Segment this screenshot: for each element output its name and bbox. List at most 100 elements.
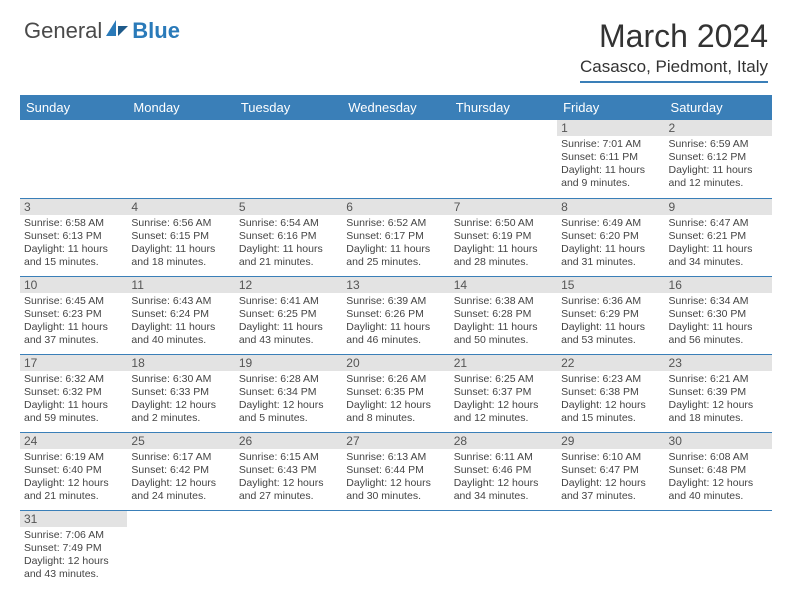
sunrise-text: Sunrise: 6:54 AM [239, 217, 338, 230]
calendar-day-cell: 29 Sunrise: 6:10 AMSunset: 6:47 PMDayligh… [557, 432, 664, 510]
sunrise-text: Sunrise: 6:38 AM [454, 295, 553, 308]
calendar-week: 3Sunrise: 6:58 AMSunset: 6:13 PMDaylight… [20, 198, 772, 276]
day-info: Sunrise: 6:19 AMSunset: 6:40 PMDaylight:… [24, 451, 123, 504]
daylight-text: Daylight: 11 hours and 37 minutes. [24, 321, 123, 347]
sunset-text: Sunset: 7:49 PM [24, 542, 123, 555]
day-info: Sunrise: 6:39 AMSunset: 6:26 PMDaylight:… [346, 295, 445, 348]
daylight-text: Daylight: 12 hours and 21 minutes. [24, 477, 123, 503]
calendar-day-cell: 9 Sunrise: 6:47 AMSunset: 6:21 PMDaylight… [665, 198, 772, 276]
title-block: March 2024 Casasco, Piedmont, Italy [580, 18, 768, 83]
day-info: Sunrise: 6:47 AMSunset: 6:21 PMDaylight:… [669, 217, 768, 270]
calendar-day-cell [450, 120, 557, 198]
day-number: 31 [20, 511, 127, 527]
calendar-day-cell: 22Sunrise: 6:23 AMSunset: 6:38 PMDayligh… [557, 354, 664, 432]
sunset-text: Sunset: 6:38 PM [561, 386, 660, 399]
sunrise-text: Sunrise: 6:17 AM [131, 451, 230, 464]
day-info: Sunrise: 6:08 AMSunset: 6:48 PMDaylight:… [669, 451, 768, 504]
sunrise-text: Sunrise: 6:32 AM [24, 373, 123, 386]
day-header: Saturday [665, 95, 772, 120]
calendar-day-cell [450, 510, 557, 588]
calendar-day-cell: 7Sunrise: 6:50 AMSunset: 6:19 PMDaylight… [450, 198, 557, 276]
day-number: 5 [235, 199, 342, 215]
sunset-text: Sunset: 6:30 PM [669, 308, 768, 321]
sunset-text: Sunset: 6:43 PM [239, 464, 338, 477]
daylight-text: Daylight: 11 hours and 21 minutes. [239, 243, 338, 269]
sunset-text: Sunset: 6:13 PM [24, 230, 123, 243]
sunset-text: Sunset: 6:16 PM [239, 230, 338, 243]
calendar-day-cell: 2Sunrise: 6:59 AMSunset: 6:12 PMDaylight… [665, 120, 772, 198]
day-number: 21 [450, 355, 557, 371]
daylight-text: Daylight: 12 hours and 27 minutes. [239, 477, 338, 503]
sunset-text: Sunset: 6:15 PM [131, 230, 230, 243]
sunset-text: Sunset: 6:37 PM [454, 386, 553, 399]
sunrise-text: Sunrise: 6:58 AM [24, 217, 123, 230]
day-number: 9 [665, 199, 772, 215]
sail-icon [104, 18, 130, 44]
calendar-day-cell: 20Sunrise: 6:26 AMSunset: 6:35 PMDayligh… [342, 354, 449, 432]
calendar-week: 1Sunrise: 7:01 AMSunset: 6:11 PMDaylight… [20, 120, 772, 198]
day-info: Sunrise: 6:26 AMSunset: 6:35 PMDaylight:… [346, 373, 445, 426]
sunset-text: Sunset: 6:39 PM [669, 386, 768, 399]
day-number: 30 [665, 433, 772, 449]
day-number: 29 [557, 433, 664, 449]
day-info: Sunrise: 6:32 AMSunset: 6:32 PMDaylight:… [24, 373, 123, 426]
sunset-text: Sunset: 6:47 PM [561, 464, 660, 477]
sunset-text: Sunset: 6:21 PM [669, 230, 768, 243]
sunset-text: Sunset: 6:11 PM [561, 151, 660, 164]
sunset-text: Sunset: 6:24 PM [131, 308, 230, 321]
day-info: Sunrise: 6:17 AMSunset: 6:42 PMDaylight:… [131, 451, 230, 504]
day-header: Friday [557, 95, 664, 120]
day-number: 14 [450, 277, 557, 293]
sunrise-text: Sunrise: 6:47 AM [669, 217, 768, 230]
sunrise-text: Sunrise: 7:01 AM [561, 138, 660, 151]
calendar-header-row: SundayMondayTuesdayWednesdayThursdayFrid… [20, 95, 772, 120]
sunrise-text: Sunrise: 6:34 AM [669, 295, 768, 308]
daylight-text: Daylight: 12 hours and 43 minutes. [24, 555, 123, 581]
sunrise-text: Sunrise: 6:28 AM [239, 373, 338, 386]
calendar-day-cell [20, 120, 127, 198]
calendar-day-cell: 26Sunrise: 6:15 AMSunset: 6:43 PMDayligh… [235, 432, 342, 510]
daylight-text: Daylight: 12 hours and 40 minutes. [669, 477, 768, 503]
day-info: Sunrise: 6:36 AMSunset: 6:29 PMDaylight:… [561, 295, 660, 348]
day-info: Sunrise: 6:10 AMSunset: 6:47 PMDaylight:… [561, 451, 660, 504]
day-info: Sunrise: 6:15 AMSunset: 6:43 PMDaylight:… [239, 451, 338, 504]
day-number: 24 [20, 433, 127, 449]
daylight-text: Daylight: 12 hours and 30 minutes. [346, 477, 445, 503]
day-info: Sunrise: 6:45 AMSunset: 6:23 PMDaylight:… [24, 295, 123, 348]
day-number: 28 [450, 433, 557, 449]
day-number: 6 [342, 199, 449, 215]
calendar-day-cell [665, 510, 772, 588]
sunset-text: Sunset: 6:46 PM [454, 464, 553, 477]
calendar-day-cell [235, 120, 342, 198]
sunrise-text: Sunrise: 6:45 AM [24, 295, 123, 308]
sunrise-text: Sunrise: 6:49 AM [561, 217, 660, 230]
sunrise-text: Sunrise: 6:25 AM [454, 373, 553, 386]
sunrise-text: Sunrise: 6:36 AM [561, 295, 660, 308]
day-number: 8 [557, 199, 664, 215]
day-info: Sunrise: 6:25 AMSunset: 6:37 PMDaylight:… [454, 373, 553, 426]
day-info: Sunrise: 6:56 AMSunset: 6:15 PMDaylight:… [131, 217, 230, 270]
sunrise-text: Sunrise: 6:39 AM [346, 295, 445, 308]
daylight-text: Daylight: 11 hours and 46 minutes. [346, 321, 445, 347]
day-number: 10 [20, 277, 127, 293]
calendar-day-cell: 21 Sunrise: 6:25 AMSunset: 6:37 PMDayligh… [450, 354, 557, 432]
calendar-week: 24 Sunrise: 6:19 AMSunset: 6:40 PMDayligh… [20, 432, 772, 510]
sunrise-text: Sunrise: 6:41 AM [239, 295, 338, 308]
sunset-text: Sunset: 6:42 PM [131, 464, 230, 477]
calendar-day-cell: 23Sunrise: 6:21 AMSunset: 6:39 PMDayligh… [665, 354, 772, 432]
day-info: Sunrise: 6:52 AMSunset: 6:17 PMDaylight:… [346, 217, 445, 270]
day-info: Sunrise: 6:59 AMSunset: 6:12 PMDaylight:… [669, 138, 768, 191]
sunset-text: Sunset: 6:48 PM [669, 464, 768, 477]
calendar-day-cell: 31Sunrise: 7:06 AMSunset: 7:49 PMDayligh… [20, 510, 127, 588]
calendar-week: 17Sunrise: 6:32 AMSunset: 6:32 PMDayligh… [20, 354, 772, 432]
daylight-text: Daylight: 12 hours and 15 minutes. [561, 399, 660, 425]
day-number: 18 [127, 355, 234, 371]
sunset-text: Sunset: 6:33 PM [131, 386, 230, 399]
calendar-week: 31Sunrise: 7:06 AMSunset: 7:49 PMDayligh… [20, 510, 772, 588]
day-info: Sunrise: 6:50 AMSunset: 6:19 PMDaylight:… [454, 217, 553, 270]
calendar-day-cell: 12Sunrise: 6:41 AMSunset: 6:25 PMDayligh… [235, 276, 342, 354]
sunset-text: Sunset: 6:25 PM [239, 308, 338, 321]
calendar-day-cell: 15Sunrise: 6:36 AMSunset: 6:29 PMDayligh… [557, 276, 664, 354]
sunrise-text: Sunrise: 6:10 AM [561, 451, 660, 464]
sunset-text: Sunset: 6:29 PM [561, 308, 660, 321]
